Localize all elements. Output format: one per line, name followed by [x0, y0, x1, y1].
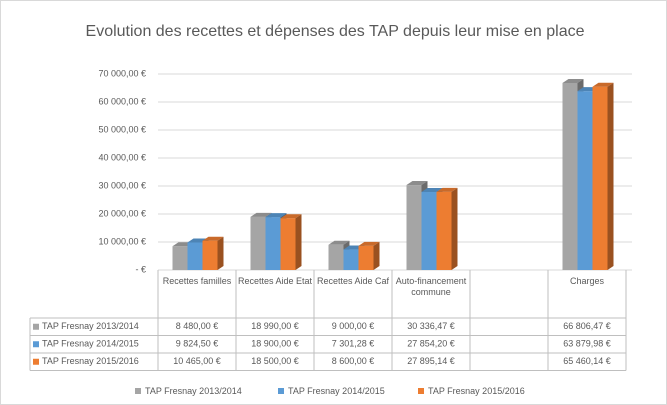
bar — [436, 187, 458, 270]
bar-front — [265, 217, 281, 270]
legend-key — [418, 388, 424, 394]
legend-key — [33, 358, 39, 365]
table-value: 10 465,00 € — [173, 356, 221, 366]
bar-front — [328, 244, 344, 270]
x-tick-label: Auto-financement commune — [395, 276, 467, 297]
table-value: 18 900,00 € — [251, 339, 299, 349]
bar-top — [265, 213, 287, 218]
table-value: 8 600,00 € — [332, 356, 375, 366]
bar-top — [358, 241, 380, 246]
table-value: 27 895,14 € — [407, 356, 455, 366]
bar-front — [577, 91, 593, 271]
x-tick-label: Recettes Aide Caf — [316, 276, 390, 286]
table-value: 18 990,00 € — [251, 321, 299, 331]
bar-side — [295, 214, 302, 270]
category-cell: Recettes Aide Caf — [316, 276, 390, 286]
y-tick-label: 10 000,00 € — [98, 236, 146, 246]
bar-side — [451, 187, 458, 270]
series-label: TAP Fresnay 2013/2014 — [42, 321, 139, 331]
y-tick-label: - € — [135, 264, 146, 274]
table-value: 9 824,50 € — [176, 339, 219, 349]
bar-front — [250, 216, 266, 270]
table-value: 18 500,00 € — [251, 356, 299, 366]
category-cell: Charges — [569, 276, 605, 286]
table-value: 30 336,47 € — [407, 321, 455, 331]
category-cell: Recettes Aide Etat — [237, 276, 313, 286]
legend-key — [33, 341, 39, 348]
y-tick-label: 40 000,00 € — [98, 152, 146, 162]
bar — [280, 214, 302, 270]
series-label: TAP Fresnay 2014/2015 — [42, 339, 139, 349]
legend-label: TAP Fresnay 2014/2015 — [288, 386, 385, 396]
bar-front — [202, 240, 218, 270]
table-value: 9 000,00 € — [332, 321, 375, 331]
bar-top — [406, 181, 428, 186]
x-tick-label: Recettes Aide Etat — [237, 276, 313, 286]
bar-top — [421, 188, 443, 193]
bar — [358, 241, 380, 270]
bar-front — [358, 245, 374, 270]
bar-front — [421, 192, 437, 270]
x-tick-label: Recettes familles — [162, 276, 232, 286]
bar-side — [607, 82, 614, 270]
table-value: 27 854,20 € — [407, 339, 455, 349]
chart-title: Evolution des recettes et dépenses des T… — [86, 23, 585, 40]
bar-side — [217, 236, 224, 270]
bar-top — [562, 78, 584, 83]
legend-key — [278, 388, 284, 394]
y-tick-label: 50 000,00 € — [98, 124, 146, 134]
bar — [202, 236, 224, 270]
bar-front — [406, 185, 422, 270]
bar-top — [436, 187, 458, 192]
y-tick-label: 20 000,00 € — [98, 208, 146, 218]
category-cell: Recettes familles — [162, 276, 232, 286]
bar-front — [280, 218, 296, 270]
bar-front — [562, 82, 578, 270]
legend-label: TAP Fresnay 2013/2014 — [145, 386, 242, 396]
table-value: 63 879,98 € — [563, 339, 611, 349]
bar-top — [592, 82, 614, 87]
table-value: 65 460,14 € — [563, 356, 611, 366]
y-tick-label: 30 000,00 € — [98, 180, 146, 190]
legend-key — [135, 388, 141, 394]
bar-front — [436, 191, 452, 270]
bar-front — [592, 86, 608, 270]
table-value: 8 480,00 € — [176, 321, 219, 331]
bar-front — [343, 249, 359, 270]
bar-top — [280, 214, 302, 219]
bar — [592, 82, 614, 270]
table-value: 7 301,28 € — [332, 339, 375, 349]
legend-key — [33, 323, 39, 330]
bar-top — [202, 236, 224, 241]
bar-front — [172, 246, 188, 270]
legend-label: TAP Fresnay 2015/2016 — [428, 386, 525, 396]
bar-top — [250, 212, 272, 217]
y-tick-label: 60 000,00 € — [98, 96, 146, 106]
bar-side — [373, 241, 380, 270]
table-value: 66 806,47 € — [563, 321, 611, 331]
x-tick-label: Charges — [569, 276, 605, 286]
series-label: TAP Fresnay 2015/2016 — [42, 356, 139, 366]
category-cell: Auto-financement commune — [395, 276, 467, 297]
bar-front — [187, 242, 203, 270]
y-tick-label: 70 000,00 € — [98, 68, 146, 78]
bar-top — [328, 240, 350, 245]
